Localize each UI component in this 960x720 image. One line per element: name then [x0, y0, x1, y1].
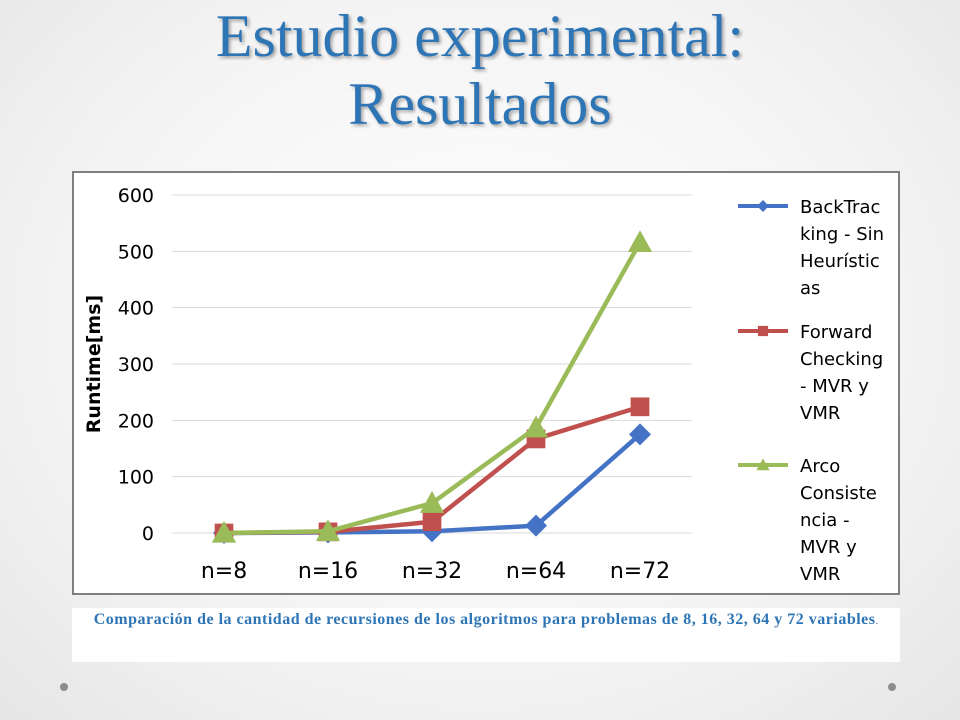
y-axis-title: Runtime[ms]	[83, 295, 105, 433]
legend-entry-text: - MVR y	[800, 376, 869, 397]
x-tick-label: n=32	[402, 559, 462, 584]
legend-entry-text: ncia -	[800, 510, 850, 531]
slide-title: Estudio experimental: Resultados	[0, 2, 960, 138]
legend-entry-text: Arco	[800, 456, 840, 477]
chart-frame: 0 100 200 300 400 500 600 Runtime[ms] n=8 n=16 n=3…	[72, 171, 900, 595]
x-tick-label: n=72	[610, 559, 670, 584]
legend-entry-text: Consiste	[800, 483, 877, 504]
legend-entry-text: Heurístic	[800, 251, 880, 272]
legend-entry-text: as	[800, 278, 820, 299]
y-tick-label: 200	[118, 410, 154, 432]
slide-dot-left	[60, 683, 68, 691]
x-tick-label: n=64	[506, 559, 566, 584]
x-tick-label: n=16	[298, 559, 358, 584]
y-tick-label: 100	[118, 467, 154, 489]
title-line-1: Estudio experimental:	[215, 3, 745, 69]
caption-text: Comparación de la cantidad de recursione…	[93, 611, 876, 628]
legend-marker-1	[757, 200, 769, 212]
series-3-point	[211, 520, 237, 543]
legend-entry-text: BackTrac	[800, 197, 880, 218]
series-2-point	[630, 397, 650, 417]
series-1-point	[525, 514, 547, 537]
slide-dot-right	[888, 683, 896, 691]
x-tick-label: n=8	[201, 559, 247, 584]
caption-period: .	[875, 615, 879, 627]
legend-entry-text: MVR y	[800, 537, 857, 558]
y-tick-label: 500	[118, 241, 154, 263]
y-tick-label: 0	[142, 523, 154, 545]
legend-entry-text: king - Sin	[800, 224, 884, 245]
series-3-point	[419, 491, 445, 513]
legend-entry-text: VMR	[800, 564, 840, 585]
series-2-point	[422, 512, 442, 532]
series-1-point	[629, 423, 651, 446]
y-tick-label: 400	[118, 298, 154, 320]
legend-marker-3	[756, 458, 770, 471]
series-3-point	[523, 415, 549, 438]
series-3-point	[315, 519, 341, 541]
legend-marker-2	[757, 325, 769, 337]
runtime-line-chart: 0 100 200 300 400 500 600 Runtime[ms] n=8 n=16 n=3…	[83, 185, 884, 585]
series-3-point	[627, 230, 653, 252]
title-line-2: Resultados	[348, 71, 612, 137]
y-tick-label: 600	[118, 185, 154, 207]
legend-entry-text: VMR	[800, 403, 840, 424]
legend-entry-text: Forward	[800, 322, 872, 343]
y-tick-label: 300	[118, 354, 154, 376]
legend-entry-text: Checking	[800, 349, 883, 370]
chart-caption: Comparación de la cantidad de recursione…	[72, 608, 900, 662]
